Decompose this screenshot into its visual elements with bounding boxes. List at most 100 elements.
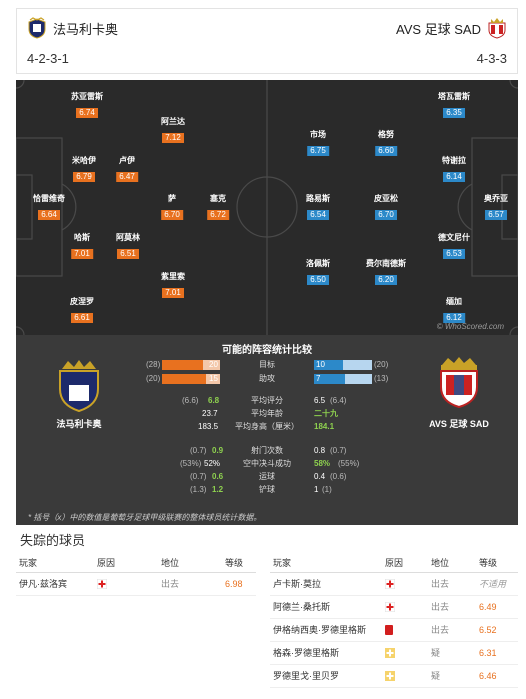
player-name[interactable]: 格森·罗德里格斯 [270,641,382,665]
home-player[interactable]: 塞克 6.72 [207,194,229,222]
home-player[interactable]: 卢伊 6.47 [116,156,138,184]
home-team-label: 法马利卡奥 [56,419,102,429]
table-row[interactable]: 伊凡·兹洛宾 出去 6.98 [16,572,256,596]
injury-icon [385,578,395,589]
player-rating: 6.57 [485,210,507,220]
stat-label: 空中决斗成功 [243,459,291,468]
position-column-header: 地位 [158,554,222,573]
player-rating: 7.01 [71,249,93,259]
stat-label: 射门次数 [251,446,283,455]
stats-footnote: * 括号（x）中的数值是葡萄牙足球甲级联赛的整体球员统计数据。 [16,511,518,525]
away-team[interactable]: AVS 足球 SAD 4-3-3 [396,17,507,66]
table-row[interactable]: 卢卡斯·莫拉 出去 不适用 [270,572,518,596]
player-name[interactable]: 罗德里戈·里贝罗 [270,664,382,688]
away-player[interactable]: 奥乔亚 6.57 [484,194,508,220]
famalicao-crest-icon [59,360,99,413]
home-player[interactable]: 萨 6.70 [161,194,183,222]
home-player[interactable]: 阿莫林 6.51 [116,233,140,259]
rating: 6.31 [476,641,518,665]
away-assists-total: (13) [374,374,389,383]
home-goals-value: 20 [209,360,218,369]
stat-label: 平均年龄 [251,409,283,418]
away-stat-value: 二十九 [314,409,338,418]
away-team-name: AVS 足球 SAD [395,21,481,37]
home-assists-fill [162,374,206,384]
home-player[interactable]: 皮涅罗 6.61 [70,297,94,323]
away-goals-bar [314,360,372,370]
away-assists-value: 7 [316,374,321,383]
status: 出去 [158,572,222,596]
missing-players-title: 失踪的球员 [20,533,86,548]
away-missing-table: 玩家 原因 地位 等级 卢卡斯·莫拉 出去 不适用 阿德兰·桑托斯 出去 6.4… [270,554,518,688]
player-name[interactable]: 伊凡·兹洛宾 [16,572,94,596]
away-stat-value: 6.5 [314,396,326,405]
away-player[interactable]: 路易斯 6.54 [306,194,330,220]
stat-label: 铲球 [259,485,275,494]
away-player[interactable]: 洛佩斯 6.50 [306,259,330,285]
table-row[interactable]: 阿德兰·桑托斯 出去 6.49 [270,595,518,619]
home-player[interactable]: 苏亚雷斯 6.74 [71,92,103,118]
home-stat-value: 1.2 [212,485,224,494]
table-row[interactable]: 格森·罗德里格斯 疑 6.31 [270,641,518,665]
match-header: 法马利卡奥 4-2-3-1 AVS 足球 SAD 4-3-3 [16,8,518,74]
player-rating: 6.35 [443,108,465,118]
lineup-comparison: 可能的阵容统计比较 法马利卡奥 AVS 足球 SAD (28) 20 目标 10… [16,335,518,521]
status: 疑 [428,664,476,688]
away-player[interactable]: 皮亚松 6.70 [374,194,398,220]
home-stat-value: 0.6 [212,472,224,481]
doubtful-icon [385,670,395,681]
away-player[interactable]: 格努 6.60 [375,130,397,158]
player-rating: 6.70 [161,210,183,220]
rating: 6.49 [476,595,518,619]
away-player[interactable]: 特谢拉 6.14 [442,156,466,182]
player-name[interactable]: 伊格纳西奥·罗德里格斯 [270,618,382,642]
player-column-header: 玩家 [16,554,94,573]
goals-row: (28) 20 目标 10 (20) [16,359,518,371]
player-rating: 6.64 [38,210,60,220]
away-player[interactable]: 市场 6.75 [307,130,329,158]
assists-row: (20) 15 助攻 7 (13) [16,373,518,385]
home-player[interactable]: 紫里索 7.01 [161,272,185,298]
table-row[interactable]: 罗德里戈·里贝罗 疑 6.46 [270,664,518,688]
status: 出去 [428,572,476,596]
home-team[interactable]: 法马利卡奥 4-2-3-1 [27,17,118,66]
stat-row-height: 183.5 平均身高（厘米） 184.1 [16,421,518,433]
rating: 6.46 [476,664,518,688]
player-column-header: 玩家 [270,554,382,573]
player-rating: 6.12 [443,313,465,323]
away-assists-fill [314,374,345,384]
rating: 不适用 [476,572,518,596]
away-formation: 4-3-3 [476,51,507,66]
away-player[interactable]: 费尔南德斯 6.20 [366,259,406,285]
player-name[interactable]: 阿德兰·桑托斯 [270,595,382,619]
away-goals-total: (20) [374,360,389,369]
away-player[interactable]: 德文尼什 6.53 [438,233,470,259]
player-name[interactable]: 卢卡斯·莫拉 [270,572,382,596]
away-team-label: AVS 足球 SAD [429,419,489,429]
stat-row-dribbles: (0.7) 0.6 运球 0.4 (0.6) [16,471,518,483]
home-player[interactable]: 阿兰达 7.12 [161,117,185,143]
home-stat-value: 23.7 [202,409,218,418]
home-player[interactable]: 恰雷维奇 6.64 [33,194,65,220]
home-player[interactable]: 米哈伊 6.79 [72,156,96,182]
away-player[interactable]: 缅加 6.12 [443,297,465,325]
player-rating: 6.54 [307,210,329,220]
position-column-header: 地位 [428,554,476,573]
stat-row-rating: (6.6) 6.8 平均评分 6.5 (6.4) [16,395,518,407]
home-stat-value: 183.5 [198,422,219,431]
player-rating: 7.01 [162,288,184,298]
player-rating: 6.74 [76,108,98,118]
injury-icon [385,601,395,612]
famalicao-crest-icon [28,17,46,39]
player-rating: 6.50 [307,275,329,285]
avs-crest-icon [488,18,506,39]
table-row[interactable]: 伊格纳西奥·罗德里格斯 出去 6.52 [270,618,518,642]
status: 出去 [428,618,476,642]
home-goals-fill [162,360,203,370]
red-card-icon [385,624,393,635]
stat-label: 平均身高（厘米） [235,422,299,431]
away-player[interactable]: 塔瓦雷斯 6.35 [438,92,470,118]
stat-row-tackles: (1.3) 1.2 铲球 1 (1) [16,484,518,496]
lineup-pitch: 恰雷维奇 6.64 苏亚雷斯 6.74 米哈伊 6.79 哈斯 7.01 皮涅罗 6.61… [16,80,518,335]
home-player[interactable]: 哈斯 7.01 [71,233,93,261]
